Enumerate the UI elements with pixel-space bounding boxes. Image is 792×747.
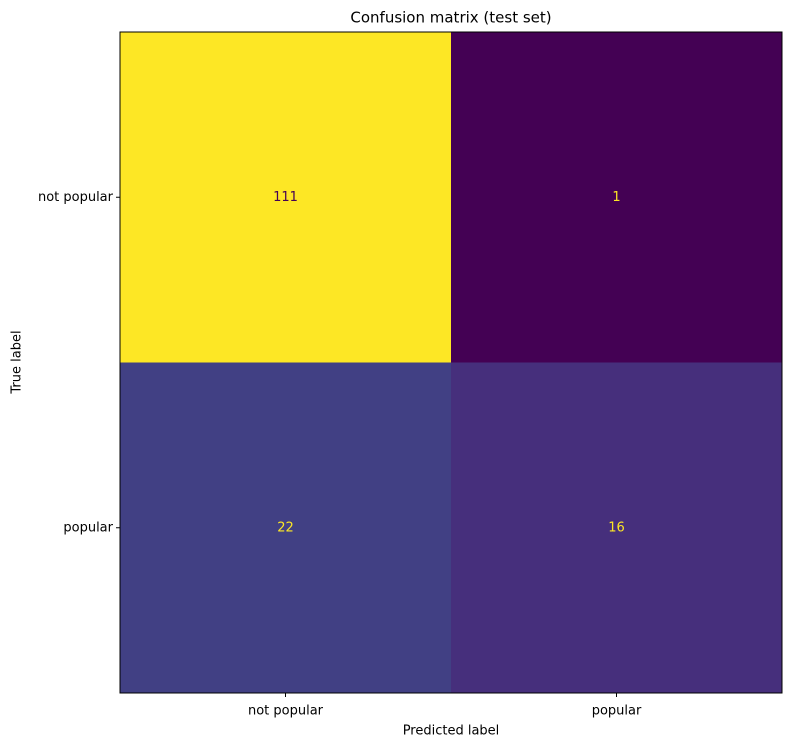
chart-title: Confusion matrix (test set) (350, 9, 551, 27)
x-tick-label: popular (592, 704, 642, 719)
y-tick-label: popular (63, 520, 113, 535)
cell-label: 1 (612, 190, 620, 205)
heatmap-cell (451, 362, 782, 693)
heatmap-cell (120, 362, 451, 693)
plot-frame (119, 31, 783, 694)
cell-label: 111 (273, 190, 298, 205)
x-axis-label: Predicted label (403, 724, 500, 739)
y-tick-label: not popular (38, 190, 114, 205)
heatmap-cell (120, 32, 451, 363)
x-tick-label: not popular (248, 704, 324, 719)
cell-label: 22 (277, 520, 294, 535)
y-axis-label: True label (10, 330, 25, 394)
heatmap-cell (451, 32, 782, 363)
cell-label: 16 (608, 520, 625, 535)
